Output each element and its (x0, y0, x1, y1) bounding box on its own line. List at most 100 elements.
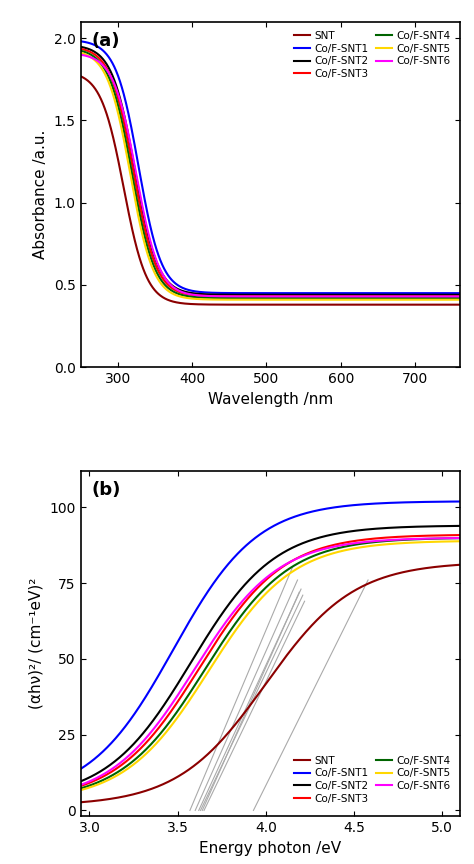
Co/F-SNT5 (404, 537, 410, 548)
Co/F-SNT2 (319, 289, 325, 300)
SNT (298, 300, 304, 310)
Co/F-SNT5 (298, 295, 304, 305)
Co/F-SNT3 (298, 291, 304, 302)
Legend: SNT, Co/F-SNT1, Co/F-SNT2, Co/F-SNT3, Co/F-SNT4, Co/F-SNT5, Co/F-SNT6: SNT, Co/F-SNT1, Co/F-SNT2, Co/F-SNT3, Co… (290, 27, 455, 83)
Co/F-SNT2 (308, 535, 314, 545)
SNT (319, 300, 325, 310)
Line: Co/F-SNT3: Co/F-SNT3 (81, 48, 460, 296)
SNT (78, 71, 83, 81)
Co/F-SNT5 (457, 295, 463, 305)
Co/F-SNT1 (457, 496, 463, 506)
Co/F-SNT2 (319, 531, 325, 542)
Line: Co/F-SNT4: Co/F-SNT4 (81, 51, 460, 298)
SNT (101, 101, 107, 111)
Co/F-SNT1 (404, 497, 410, 507)
Co/F-SNT1 (319, 505, 325, 515)
Co/F-SNT6 (319, 544, 325, 555)
SNT (365, 300, 371, 310)
Line: Co/F-SNT1: Co/F-SNT1 (81, 41, 460, 293)
Co/F-SNT6 (298, 291, 304, 302)
SNT (365, 578, 371, 588)
Co/F-SNT3 (319, 543, 325, 553)
Co/F-SNT5 (78, 785, 83, 796)
Co/F-SNT3 (404, 531, 410, 542)
Co/F-SNT5 (319, 551, 325, 562)
Co/F-SNT2 (101, 55, 107, 66)
Co/F-SNT5 (319, 295, 325, 305)
Co/F-SNT5 (365, 541, 371, 551)
Co/F-SNT1 (101, 46, 107, 56)
SNT (308, 300, 314, 310)
Co/F-SNT4 (404, 535, 410, 545)
Co/F-SNT6 (78, 49, 83, 60)
Co/F-SNT3 (319, 291, 325, 302)
Co/F-SNT4 (298, 556, 304, 567)
Line: Co/F-SNT6: Co/F-SNT6 (81, 538, 460, 785)
Line: Co/F-SNT6: Co/F-SNT6 (81, 54, 460, 296)
Co/F-SNT3 (457, 530, 463, 540)
Co/F-SNT4 (319, 548, 325, 558)
Y-axis label: Absorbance /a.u.: Absorbance /a.u. (33, 130, 48, 259)
SNT (457, 560, 463, 570)
Co/F-SNT4 (78, 46, 83, 56)
SNT (404, 300, 410, 310)
Co/F-SNT2 (457, 289, 463, 300)
Co/F-SNT6 (404, 291, 410, 302)
Co/F-SNT3 (457, 291, 463, 302)
Line: Co/F-SNT4: Co/F-SNT4 (81, 538, 460, 789)
Co/F-SNT1 (457, 288, 463, 298)
Line: Co/F-SNT5: Co/F-SNT5 (81, 53, 460, 300)
Co/F-SNT3 (298, 551, 304, 562)
Text: (a): (a) (92, 32, 120, 50)
X-axis label: Wavelength /nm: Wavelength /nm (208, 391, 333, 407)
Co/F-SNT4 (365, 293, 371, 303)
SNT (308, 621, 314, 632)
SNT (101, 795, 107, 805)
SNT (457, 300, 463, 310)
Co/F-SNT4 (298, 293, 304, 303)
Co/F-SNT5 (404, 295, 410, 305)
Line: SNT: SNT (81, 565, 460, 803)
SNT (298, 632, 304, 643)
Co/F-SNT6 (457, 533, 463, 543)
Co/F-SNT1 (298, 510, 304, 520)
Co/F-SNT5 (78, 48, 83, 58)
Co/F-SNT2 (101, 764, 107, 774)
Co/F-SNT3 (78, 43, 83, 54)
Co/F-SNT4 (308, 552, 314, 562)
X-axis label: Energy photon /eV: Energy photon /eV (199, 841, 341, 856)
Co/F-SNT2 (308, 289, 314, 300)
Co/F-SNT1 (404, 288, 410, 298)
Co/F-SNT6 (319, 291, 325, 302)
Co/F-SNT2 (457, 521, 463, 531)
Co/F-SNT6 (78, 780, 83, 791)
Co/F-SNT2 (298, 539, 304, 550)
Co/F-SNT4 (78, 784, 83, 794)
Co/F-SNT2 (404, 522, 410, 532)
Line: Co/F-SNT2: Co/F-SNT2 (81, 47, 460, 295)
Co/F-SNT4 (101, 62, 107, 73)
Text: (b): (b) (92, 481, 121, 499)
Co/F-SNT5 (308, 556, 314, 567)
Line: Co/F-SNT2: Co/F-SNT2 (81, 526, 460, 781)
Y-axis label: (αhν)²/ (cm⁻¹eV)²: (αhν)²/ (cm⁻¹eV)² (29, 578, 44, 709)
Co/F-SNT4 (365, 537, 371, 548)
Co/F-SNT3 (308, 547, 314, 557)
Co/F-SNT5 (298, 562, 304, 572)
Co/F-SNT6 (457, 291, 463, 302)
Legend: SNT, Co/F-SNT1, Co/F-SNT2, Co/F-SNT3, Co/F-SNT4, Co/F-SNT5, Co/F-SNT6: SNT, Co/F-SNT1, Co/F-SNT2, Co/F-SNT3, Co… (290, 752, 455, 808)
Co/F-SNT6 (365, 537, 371, 547)
Co/F-SNT4 (319, 293, 325, 303)
Line: Co/F-SNT1: Co/F-SNT1 (81, 501, 460, 769)
Co/F-SNT4 (308, 293, 314, 303)
Co/F-SNT2 (365, 289, 371, 300)
Co/F-SNT6 (298, 551, 304, 562)
Co/F-SNT6 (404, 534, 410, 544)
Co/F-SNT3 (365, 534, 371, 544)
Line: Co/F-SNT5: Co/F-SNT5 (81, 541, 460, 791)
Co/F-SNT1 (365, 499, 371, 509)
Co/F-SNT1 (365, 288, 371, 298)
Co/F-SNT5 (457, 536, 463, 546)
Co/F-SNT1 (319, 288, 325, 298)
Co/F-SNT3 (101, 771, 107, 781)
